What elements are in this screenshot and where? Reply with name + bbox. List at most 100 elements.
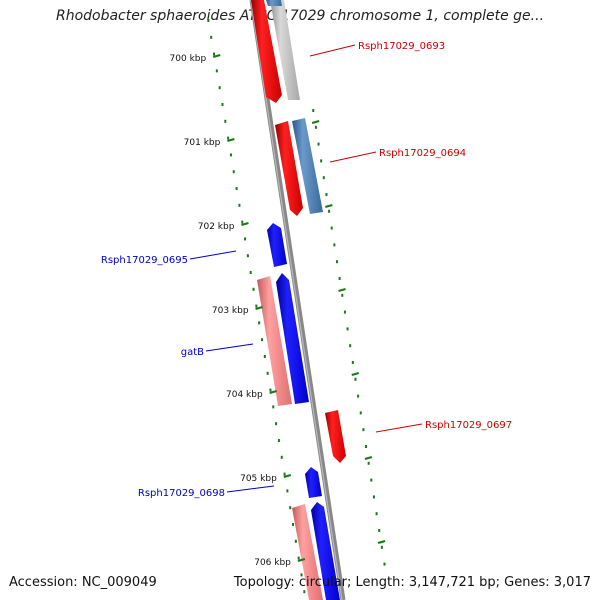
ruler-tick-label: 700 kbp bbox=[170, 54, 207, 64]
ruler-tick bbox=[269, 389, 277, 395]
ruler-tick-label: 706 kbp bbox=[254, 558, 291, 568]
ruler-dot bbox=[263, 355, 266, 358]
ruler-dot bbox=[207, 19, 210, 22]
ruler-dot bbox=[314, 125, 317, 129]
ruler-dot bbox=[272, 405, 275, 409]
ruler-dot bbox=[354, 377, 357, 381]
ruler-dot bbox=[341, 293, 344, 297]
feature-label[interactable]: Rsph17029_0695 bbox=[101, 255, 188, 266]
ruler-dot bbox=[224, 119, 227, 123]
feature-label[interactable]: Rsph17029_0698 bbox=[138, 488, 225, 499]
ruler-dot bbox=[336, 260, 339, 264]
ruler-dot bbox=[294, 539, 297, 543]
ruler-dot bbox=[357, 394, 360, 398]
feature-rsph17029-0694-rna[interactable] bbox=[292, 118, 323, 214]
ruler-dot bbox=[260, 338, 263, 342]
ruler-dot bbox=[359, 411, 362, 415]
label-leader-line bbox=[205, 343, 254, 352]
feature-rsph17029-0693-cds[interactable] bbox=[251, 0, 282, 103]
label-leader-line bbox=[309, 44, 356, 57]
feature-rsph17029-0693-blue-sliver bbox=[266, 0, 282, 6]
feature-rsph17029-0695-cds[interactable] bbox=[267, 223, 287, 267]
ruler-tick-label: 702 kbp bbox=[198, 222, 235, 232]
ruler-dot bbox=[289, 506, 292, 510]
ruler-dot bbox=[343, 310, 346, 314]
ruler-dot bbox=[249, 271, 252, 274]
ruler-tick bbox=[297, 557, 306, 563]
ruler-dot bbox=[378, 529, 381, 532]
ruler-dot bbox=[349, 344, 352, 348]
ruler-dot bbox=[277, 439, 280, 442]
ruler-dot bbox=[380, 545, 383, 549]
ruler-dot bbox=[328, 209, 331, 213]
ruler-tick bbox=[351, 371, 360, 377]
feature-track bbox=[251, 0, 346, 600]
accession-text: Accession: NC_009049 bbox=[9, 575, 157, 590]
feature-rsph17029-0697-cds[interactable] bbox=[325, 410, 346, 463]
label-leader-line bbox=[375, 423, 423, 433]
ruler-dot bbox=[367, 461, 370, 465]
topology-summary: Topology: circular; Length: 3,147,721 bp… bbox=[233, 575, 591, 590]
feature-rsph17029-0693-rna[interactable] bbox=[270, 0, 300, 100]
ruler-dot bbox=[275, 422, 278, 426]
ruler-tick bbox=[212, 53, 221, 59]
ruler-tick bbox=[255, 305, 263, 311]
ruler-dot bbox=[280, 455, 283, 459]
ruler-dot bbox=[333, 243, 336, 247]
ruler-dot bbox=[283, 472, 286, 476]
ruler-tick bbox=[227, 137, 235, 143]
ruler-dotted-track bbox=[207, 19, 386, 594]
ruler-tick-label: 705 kbp bbox=[240, 474, 277, 484]
feature-gatb-cds[interactable] bbox=[276, 273, 309, 404]
ruler-dot bbox=[325, 193, 328, 196]
ruler-dot bbox=[241, 220, 244, 224]
feature-bottom-cds[interactable] bbox=[311, 502, 340, 600]
ruler-dot bbox=[351, 361, 354, 364]
ruler-dot bbox=[255, 304, 258, 308]
feature-rsph17029-0694-cds[interactable] bbox=[275, 121, 303, 216]
feature-label[interactable]: Rsph17029_0693 bbox=[358, 41, 445, 52]
ruler-dot bbox=[258, 321, 261, 325]
ruler-tick bbox=[364, 455, 373, 461]
ruler-tick bbox=[283, 473, 292, 479]
sequence-backbone bbox=[249, 0, 346, 600]
label-leader-line bbox=[226, 485, 275, 493]
ruler-dot bbox=[210, 35, 213, 39]
feature-rsph17029-0698-cds[interactable] bbox=[305, 467, 322, 498]
feature-bottom-gene[interactable] bbox=[292, 504, 323, 600]
ruler-dot bbox=[303, 590, 306, 594]
ruler-dot bbox=[372, 495, 375, 499]
ruler-dot bbox=[235, 187, 238, 190]
ruler-dot bbox=[266, 371, 269, 375]
ruler-tick bbox=[241, 221, 249, 227]
feature-label[interactable]: gatB bbox=[181, 347, 204, 358]
ruler-dot bbox=[213, 52, 216, 56]
ruler-dot bbox=[322, 176, 325, 180]
ruler-dot bbox=[320, 159, 323, 163]
ruler-dot bbox=[215, 69, 218, 73]
ruler-dot bbox=[375, 512, 378, 516]
feature-label[interactable]: Rsph17029_0694 bbox=[379, 148, 466, 159]
ruler-dot bbox=[232, 170, 235, 174]
ruler-dot bbox=[218, 86, 221, 90]
feature-gatb-gene[interactable] bbox=[257, 276, 292, 406]
ruler-dot bbox=[244, 237, 247, 241]
ruler-dot bbox=[297, 556, 300, 560]
ruler-dot bbox=[330, 226, 333, 230]
ruler-dot bbox=[346, 327, 349, 331]
ruler-tick-label: 704 kbp bbox=[226, 390, 263, 400]
ruler-dot bbox=[300, 573, 303, 577]
feature-labels: Rsph17029_0693 Rsph17029_0694 Rsph17029_06… bbox=[101, 41, 512, 499]
ruler-tick bbox=[325, 203, 333, 209]
ruler-tick bbox=[311, 119, 320, 125]
ruler-dot bbox=[246, 254, 249, 258]
ruler-dot bbox=[238, 203, 241, 207]
feature-label[interactable]: Rsph17029_0697 bbox=[425, 420, 512, 431]
ruler-dot bbox=[370, 478, 373, 482]
label-leader-line bbox=[329, 151, 377, 163]
ruler-tick-label: 701 kbp bbox=[184, 138, 221, 148]
ruler-dot bbox=[312, 109, 315, 112]
ruler-dot bbox=[269, 388, 272, 392]
